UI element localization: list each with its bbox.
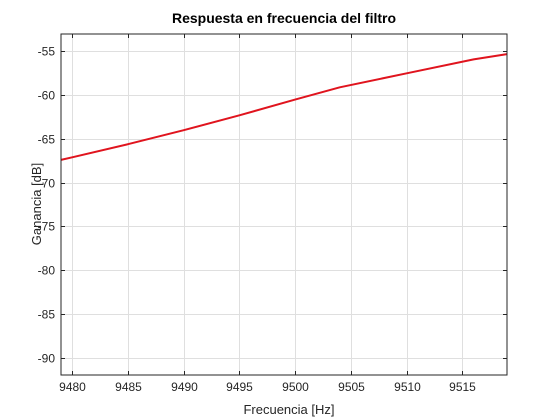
x-tick-label: 9480 [59, 380, 86, 394]
y-tick-label: -75 [38, 220, 56, 234]
x-tick-label: 9510 [394, 380, 421, 394]
series-line [60, 53, 508, 161]
series-layer [60, 53, 508, 161]
y-tick-label: -70 [38, 177, 56, 191]
x-tick-label: 9495 [226, 380, 253, 394]
x-tick-label: 9505 [338, 380, 365, 394]
tick-layer: 9480 9485 9490 9495 9500 9505 9510 9515 -90 -85 -8… [38, 34, 507, 394]
x-tick-label: 9490 [171, 380, 198, 394]
x-tick-label: 9500 [282, 380, 309, 394]
x-axis-title: Frecuencia [Hz] [243, 402, 334, 417]
y-tick-label: -55 [38, 45, 56, 59]
plot-border [60, 33, 508, 376]
y-tick-label: -90 [38, 352, 56, 366]
chart-title: Respuesta en frecuencia del filtro [172, 10, 396, 26]
y-tick-label: -65 [38, 133, 56, 147]
x-tick-label: 9485 [115, 380, 142, 394]
plot-area [61, 34, 507, 375]
x-tick-label: 9515 [449, 380, 476, 394]
y-tick-label: -85 [38, 308, 56, 322]
y-tick-label: -80 [38, 264, 56, 278]
y-tick-label: -60 [38, 89, 56, 103]
y-axis-title: Ganancia [dB] [29, 163, 44, 245]
grid-lines [61, 34, 507, 375]
